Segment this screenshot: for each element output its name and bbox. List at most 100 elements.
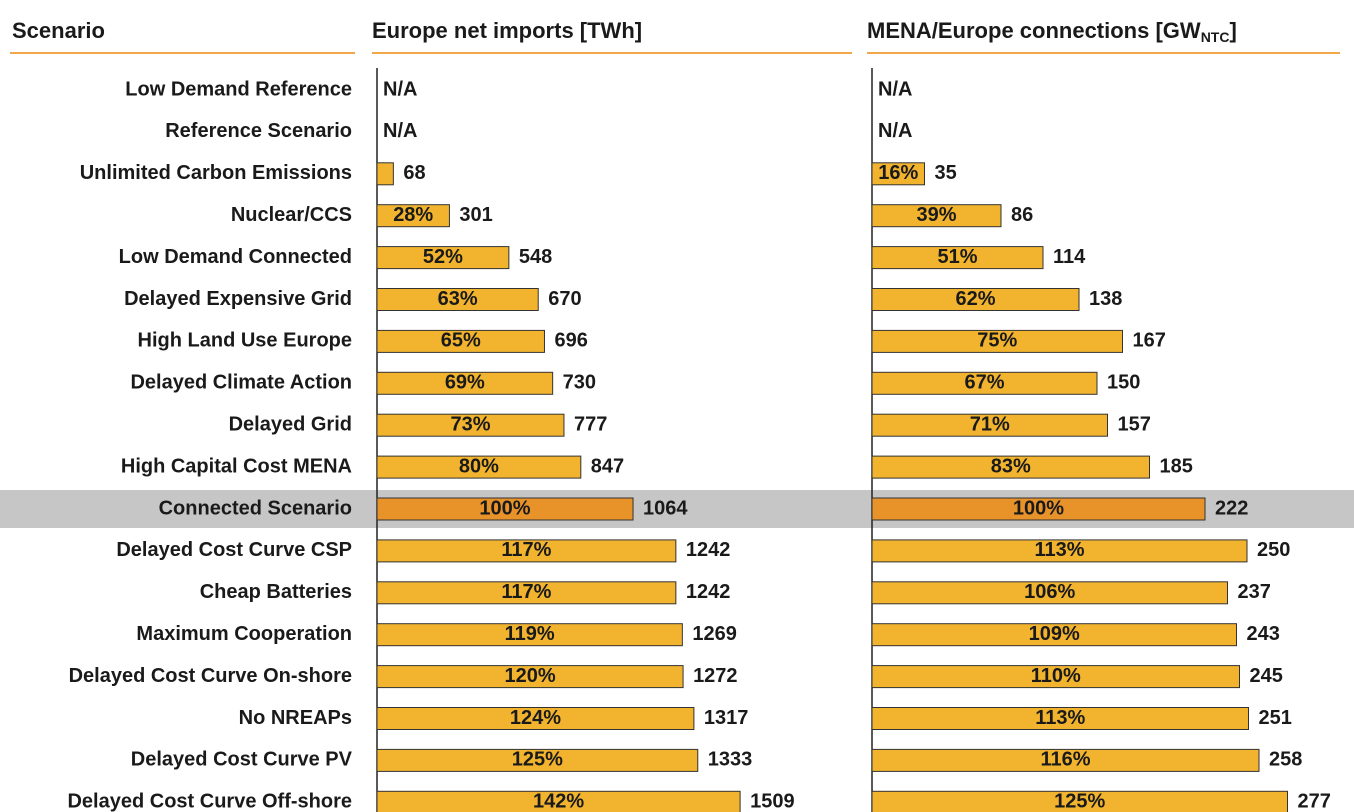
percent-label: 62% (955, 288, 995, 310)
category-label: Delayed Grid (229, 413, 352, 435)
category-label: High Land Use Europe (138, 330, 352, 352)
value-label: 1242 (686, 581, 731, 603)
bar (376, 329, 545, 353)
missing-label: N/A (383, 78, 417, 100)
value-label: 1269 (692, 623, 737, 645)
percent-label: 28% (393, 204, 433, 226)
bar (871, 413, 1108, 437)
value-label: 185 (1160, 455, 1193, 477)
percent-label: 100% (1013, 497, 1064, 519)
bar (871, 748, 1260, 772)
missing-label: N/A (383, 120, 417, 142)
percent-label: 116% (1040, 749, 1090, 771)
value-label: 157 (1118, 413, 1151, 435)
value-label: 237 (1238, 581, 1271, 603)
category-label: Maximum Cooperation (136, 623, 352, 645)
percent-label: 67% (964, 372, 1004, 394)
percent-label: 83% (991, 455, 1031, 477)
percent-label: 106% (1024, 581, 1075, 603)
bar (871, 329, 1123, 353)
value-label: 251 (1259, 707, 1292, 729)
category-label: Delayed Cost Curve CSP (116, 539, 352, 561)
value-label: 35 (935, 162, 957, 184)
bar (871, 455, 1150, 479)
category-label: Delayed Expensive Grid (124, 288, 352, 310)
category-header: Scenario (12, 18, 105, 43)
bar (871, 371, 1098, 395)
percent-label: 69% (445, 372, 485, 394)
panel-title: Europe net imports [TWh] (372, 18, 642, 43)
bar (376, 707, 695, 730)
bar (376, 539, 677, 563)
percent-label: 142% (533, 791, 584, 812)
bar (376, 497, 634, 521)
category-label: Delayed Cost Curve Off-shore (67, 791, 352, 812)
percent-label: 39% (916, 204, 956, 226)
value-label: 245 (1250, 665, 1283, 687)
percent-label: 63% (438, 288, 478, 310)
percent-label: 125% (512, 749, 563, 771)
bar (376, 204, 450, 228)
bar (376, 790, 741, 812)
bar (376, 665, 684, 689)
percent-label: 100% (479, 497, 530, 519)
value-label: 1242 (686, 539, 731, 561)
percent-label: 71% (970, 413, 1010, 435)
value-label: 696 (554, 330, 587, 352)
bar (871, 246, 1044, 270)
percent-label: 65% (441, 330, 481, 352)
value-label: 86 (1011, 204, 1033, 226)
bar (871, 497, 1206, 521)
value-label: 68 (403, 162, 425, 184)
value-label: 301 (459, 204, 492, 226)
value-label: 548 (519, 246, 552, 268)
bar (871, 204, 1002, 228)
panel-title: MENA/Europe connections [GWNTC] (867, 18, 1237, 45)
percent-label: 52% (423, 246, 463, 268)
percent-label: 124% (510, 707, 561, 729)
bar (871, 790, 1288, 812)
value-label: 138 (1089, 288, 1122, 310)
percent-label: 120% (504, 665, 555, 687)
value-label: 114 (1053, 246, 1086, 268)
bar (871, 707, 1249, 730)
percent-label: 119% (505, 623, 555, 645)
value-label: 1333 (708, 749, 753, 771)
value-label: 670 (548, 288, 581, 310)
percent-label: 51% (937, 246, 977, 268)
percent-label: 113% (1035, 707, 1085, 729)
bar (376, 371, 554, 395)
bar (376, 623, 683, 647)
bar (376, 162, 394, 186)
category-label: Cheap Batteries (200, 581, 352, 603)
bar (871, 665, 1240, 689)
value-label: 250 (1257, 539, 1290, 561)
bar (871, 162, 925, 186)
category-label: Delayed Climate Action (130, 372, 352, 394)
percent-label: 109% (1029, 623, 1080, 645)
value-label: 222 (1215, 497, 1248, 519)
value-label: 243 (1247, 623, 1280, 645)
category-label: No NREAPs (239, 707, 352, 729)
category-label: Delayed Cost Curve PV (131, 749, 353, 771)
category-label: Low Demand Reference (125, 78, 352, 100)
value-label: 777 (574, 413, 607, 435)
value-label: 1272 (693, 665, 738, 687)
value-label: 1064 (643, 497, 688, 519)
percent-label: 75% (977, 330, 1017, 352)
bar (376, 748, 699, 772)
value-label: 167 (1133, 330, 1166, 352)
bar (871, 539, 1248, 563)
category-label: Connected Scenario (159, 497, 352, 519)
category-label: High Capital Cost MENA (121, 455, 352, 477)
percent-label: 113% (1034, 539, 1084, 561)
bar (871, 623, 1237, 647)
bar (376, 246, 510, 270)
value-label: 730 (563, 372, 596, 394)
value-label: 847 (591, 455, 624, 477)
percent-label: 117% (501, 581, 551, 603)
category-label: Low Demand Connected (119, 246, 352, 268)
category-label: Delayed Cost Curve On-shore (69, 665, 352, 687)
panel-title-end: ] (1229, 18, 1236, 43)
